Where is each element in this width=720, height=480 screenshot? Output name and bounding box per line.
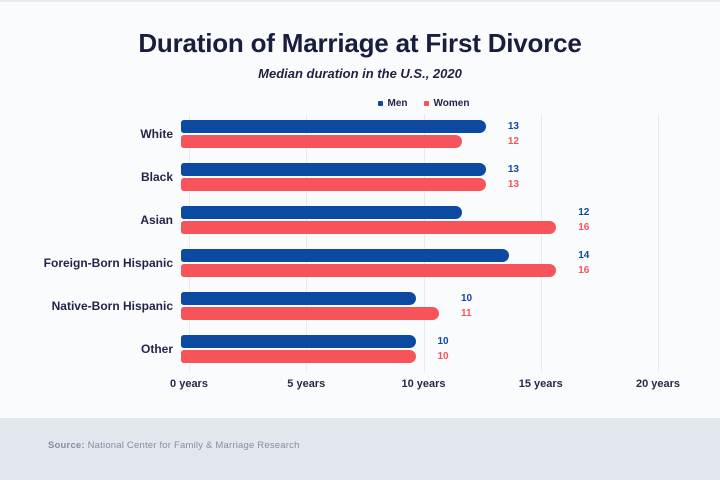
gridline <box>423 114 425 372</box>
men-swatch-icon <box>377 100 383 106</box>
chart-row: Asian 12 16 <box>6 206 720 234</box>
legend-label-women: Women <box>433 97 470 109</box>
category-label: Native-Born Hispanic <box>51 299 173 313</box>
chart-subtitle: Median duration in the U.S., 2020 <box>258 66 462 81</box>
bar-women <box>181 350 416 363</box>
bar-group: 12 16 <box>181 206 650 234</box>
source-footer: Source: National Center for Family & Mar… <box>0 418 720 480</box>
value-labels: 10 11 <box>461 292 472 320</box>
bar-group: 10 10 <box>181 335 650 363</box>
x-tick-label: 10 years <box>401 378 446 390</box>
x-tick-label: 0 years <box>170 378 208 390</box>
bar-men <box>181 206 463 219</box>
value-label-men: 13 <box>507 164 519 175</box>
value-label-men: 10 <box>437 336 449 347</box>
gridlines <box>189 114 659 372</box>
bar-men <box>181 249 510 262</box>
value-labels: 14 16 <box>578 249 589 277</box>
legend-item-women: Women <box>423 97 470 109</box>
value-labels: 12 16 <box>578 206 589 234</box>
chart-row: Other 10 10 <box>6 335 720 363</box>
chart-rows: White 13 12 Black 13 13 Asian 12 16 Foreign-Born … <box>6 120 720 363</box>
chart-row: Black 13 13 <box>6 163 720 191</box>
bar-group: 13 12 <box>181 120 650 148</box>
gridline <box>189 114 190 372</box>
bar-men <box>181 335 416 348</box>
value-labels: 10 10 <box>438 335 449 363</box>
bar-group: 14 16 <box>181 249 650 277</box>
category-label: Asian <box>140 213 173 227</box>
source-value: National Center for Family & Marriage Re… <box>84 440 300 451</box>
value-label-men: 13 <box>507 121 519 132</box>
value-label-women: 12 <box>507 136 519 147</box>
value-label-women: 16 <box>578 222 590 233</box>
value-label-men: 14 <box>578 250 590 261</box>
chart-row: Native-Born Hispanic 10 11 <box>6 292 720 320</box>
category-label: Foreign-Born Hispanic <box>43 256 173 270</box>
bar-women <box>181 307 439 320</box>
bar-group: 10 11 <box>181 292 650 320</box>
category-label: Other <box>140 342 173 356</box>
bar-chart: White 13 12 Black 13 13 Asian 12 16 Foreign-Born … <box>6 114 720 394</box>
value-label-women: 11 <box>460 308 472 319</box>
gridline <box>658 114 659 372</box>
category-label: Black <box>140 170 173 184</box>
bar-women <box>181 264 557 277</box>
gridline <box>540 114 542 372</box>
bar-men <box>181 120 486 133</box>
value-label-men: 10 <box>460 293 473 304</box>
bar-women <box>181 178 486 191</box>
value-label-men: 12 <box>578 207 590 218</box>
legend-label-men: Men <box>387 97 408 109</box>
bar-women <box>181 221 557 234</box>
bar-men <box>181 292 416 305</box>
bar-men <box>181 163 486 176</box>
legend: Men Women <box>189 96 658 110</box>
value-label-women: 10 <box>437 351 449 362</box>
bar-women <box>181 135 463 148</box>
chart-row: Foreign-Born Hispanic 14 16 <box>6 249 720 277</box>
chart-row: White 13 12 <box>6 120 720 148</box>
gridline <box>306 114 308 372</box>
x-tick-label: 20 years <box>635 378 681 390</box>
value-label-women: 16 <box>578 265 590 276</box>
source-label: Source: <box>48 440 85 451</box>
women-swatch-icon <box>423 100 429 106</box>
bar-group: 13 13 <box>181 163 650 191</box>
x-tick-label: 5 years <box>287 378 326 390</box>
value-label-women: 13 <box>507 179 519 190</box>
category-label: White <box>140 127 173 141</box>
value-labels: 13 12 <box>508 120 519 148</box>
legend-item-men: Men <box>377 97 408 109</box>
x-axis: 0 years 5 years 10 years 15 years 20 years <box>170 378 680 394</box>
x-tick-label: 15 years <box>518 378 563 390</box>
value-labels: 13 13 <box>508 163 519 191</box>
chart-title: Duration of Marriage at First Divorce <box>138 28 582 58</box>
source-text: Source: National Center for Family & Mar… <box>48 440 720 451</box>
